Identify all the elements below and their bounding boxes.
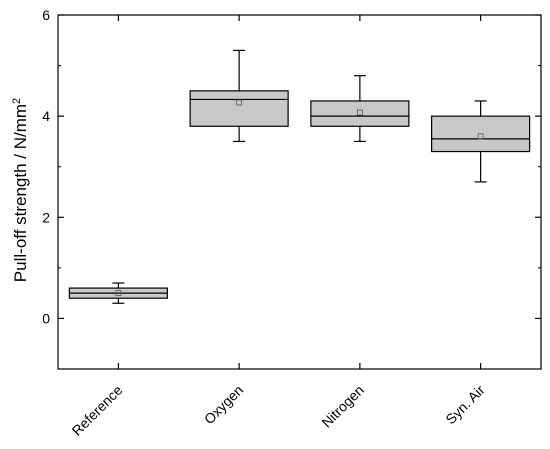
y-tick-label: 2 (42, 209, 50, 225)
y-axis-label: Pull-off strength / N/mm2 (11, 98, 30, 282)
mean-marker (477, 133, 484, 140)
x-tick-label: Syn. Air (442, 382, 488, 428)
mean-marker (356, 109, 363, 116)
boxes-group (68, 49, 531, 304)
y-axis: 0 2 4 6 (42, 7, 541, 370)
x-tick-label: Nitrogen (318, 382, 367, 431)
plot-border (57, 14, 542, 370)
mean-marker (236, 99, 243, 106)
plot-frame (57, 14, 542, 370)
x-axis: Reference Oxygen Nitrogen Syn. Air (69, 15, 488, 439)
iqr-box (310, 100, 410, 127)
mean-marker (115, 290, 122, 297)
iqr-box (189, 90, 289, 127)
y-tick-label: 0 (42, 310, 50, 326)
y-axis-label-text: Pull-off strength / N/mm (11, 104, 30, 282)
box-syn-air (431, 100, 531, 183)
x-tick-label: Oxygen (201, 382, 246, 427)
box-reference (68, 282, 168, 304)
box-oxygen (189, 49, 289, 143)
y-tick-label: 4 (42, 108, 50, 124)
y-axis-label-superscript: 2 (11, 98, 23, 104)
y-tick-label: 6 (42, 7, 50, 23)
x-tick-label: Reference (69, 382, 126, 439)
box-nitrogen (310, 75, 410, 143)
